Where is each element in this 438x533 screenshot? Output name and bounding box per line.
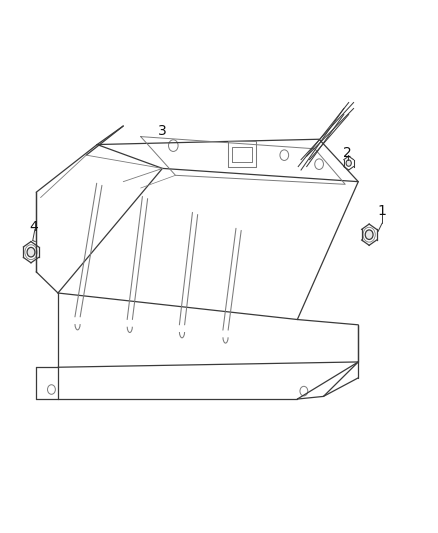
- Text: 2: 2: [343, 146, 352, 159]
- Text: 4: 4: [30, 220, 39, 234]
- Text: 1: 1: [378, 204, 387, 218]
- Circle shape: [346, 160, 351, 166]
- Text: 3: 3: [158, 124, 167, 138]
- Circle shape: [365, 230, 373, 239]
- Circle shape: [27, 247, 35, 257]
